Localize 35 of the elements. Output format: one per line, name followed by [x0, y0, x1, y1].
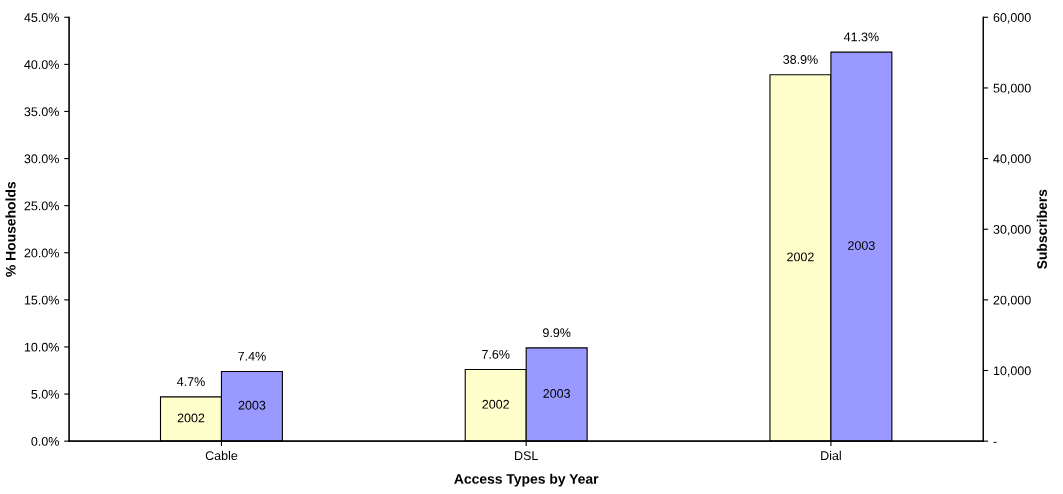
y2-tick-label: - [993, 441, 997, 443]
data-label: 4.7% [177, 377, 205, 387]
x-tick-label: Cable [205, 450, 238, 461]
y-tick-label: 40.0% [24, 60, 59, 70]
text: 2002 [482, 399, 509, 409]
y2-tick-label: 10,000 [993, 366, 1031, 377]
y-tick-label: 35.0% [24, 107, 59, 117]
y2-tick-label: 50,000 [993, 83, 1031, 95]
data-label: 7.4% [238, 351, 266, 361]
x-tick-label: Dial [821, 450, 841, 461]
text: 2003 [543, 389, 571, 398]
y-tick-label: 45.0% [24, 13, 59, 22]
x-axis-title: Access Types by Year [454, 473, 599, 487]
y2-tick-label: 20,000 [993, 295, 1031, 306]
y2-tick-label: 40,000 [993, 154, 1031, 165]
text: 2003 [848, 241, 875, 250]
y2-axis-title: Subscribers [1036, 189, 1047, 269]
y-tick-label: 15.0% [24, 295, 59, 305]
y-tick-label: 30.0% [24, 154, 59, 164]
text: 2002 [787, 252, 814, 262]
y2-tick-label: 60,000 [993, 13, 1031, 24]
y-axis-title: % Households [5, 181, 16, 277]
y-tick-label: 25.0% [24, 201, 59, 211]
y2-tick-label: 30,000 [993, 225, 1031, 236]
y-tick-label: 0.0% [31, 436, 59, 446]
y-tick-label: 10.0% [24, 342, 59, 352]
series-label: 2003 [238, 400, 266, 410]
data-label: 38.9% [783, 55, 818, 64]
x-tick-label: DSL [515, 451, 538, 461]
series-label: 2002 [177, 413, 205, 423]
data-label: 9.9% [543, 328, 571, 338]
data-label: 7.6% [482, 349, 510, 359]
y-tick-label: 20.0% [24, 248, 59, 258]
y-tick-label: 5.0% [31, 389, 59, 399]
data-label: 41.3% [843, 32, 879, 42]
